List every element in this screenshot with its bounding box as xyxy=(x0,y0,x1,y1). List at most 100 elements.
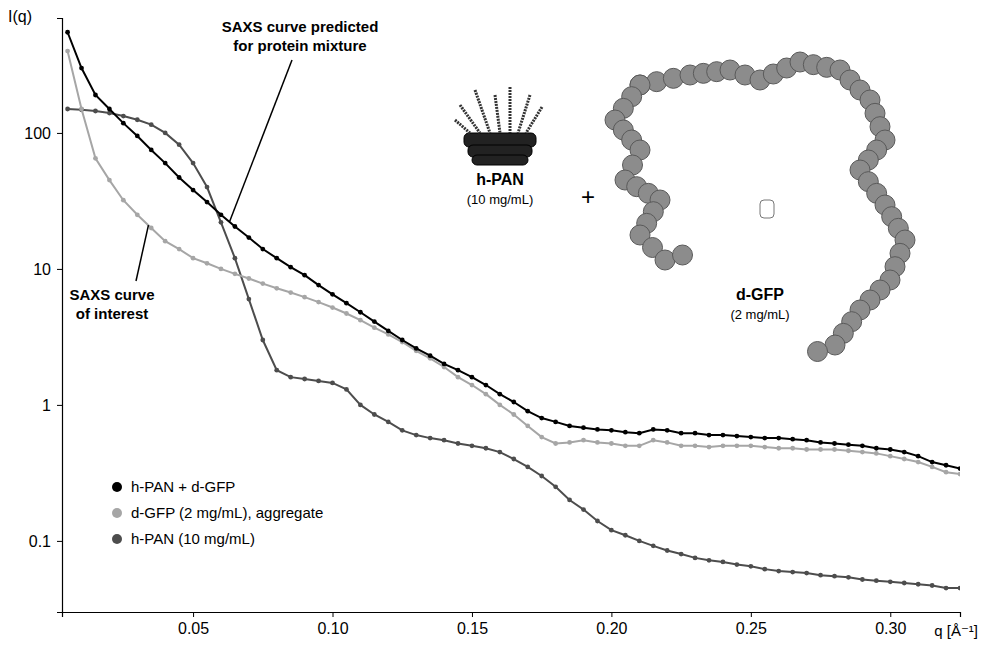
data-point xyxy=(372,325,377,330)
x-tick-label: 0.30 xyxy=(875,620,906,637)
data-point xyxy=(846,442,851,447)
data-point xyxy=(79,107,84,112)
data-point xyxy=(233,271,238,276)
data-point xyxy=(776,446,781,451)
h-pan-helix xyxy=(460,105,480,133)
data-point xyxy=(888,447,893,452)
d-gfp-bead xyxy=(655,250,675,270)
data-point xyxy=(916,460,921,465)
data-point xyxy=(748,443,753,448)
data-point xyxy=(330,292,335,297)
inset: h-PAN(10 mg/mL)d-GFP(2 mg/mL)+ xyxy=(455,52,915,362)
data-point xyxy=(511,400,516,405)
data-point xyxy=(916,582,921,587)
data-point xyxy=(623,443,628,448)
data-point xyxy=(818,440,823,445)
data-point xyxy=(721,560,726,565)
series xyxy=(65,107,960,591)
legend-swatch xyxy=(112,508,122,518)
data-point xyxy=(567,498,572,503)
legend-item: h-PAN (10 mg/mL) xyxy=(112,530,255,547)
data-point xyxy=(233,256,238,261)
data-point xyxy=(846,448,851,453)
data-point xyxy=(693,555,698,560)
data-point xyxy=(442,362,447,367)
data-point xyxy=(637,443,642,448)
data-point xyxy=(246,276,251,281)
data-point xyxy=(790,446,795,451)
data-point xyxy=(860,443,865,448)
data-point xyxy=(734,443,739,448)
data-point xyxy=(191,188,196,193)
x-tick-mark xyxy=(611,612,612,617)
x-tick: 0.10 xyxy=(317,612,348,637)
data-point xyxy=(149,122,154,127)
legend-item: d-GFP (2 mg/mL), aggregate xyxy=(112,504,323,521)
data-point xyxy=(121,121,126,126)
data-point xyxy=(316,379,321,384)
d-gfp-bead xyxy=(825,335,845,355)
data-point xyxy=(651,427,656,432)
y-axis-line xyxy=(57,19,63,613)
h-pan-ring xyxy=(472,155,528,165)
data-point xyxy=(456,375,461,380)
x-axis: 0.050.100.150.200.250.30 xyxy=(63,612,961,637)
data-point xyxy=(860,450,865,455)
annotation-leader xyxy=(229,60,292,222)
data-point xyxy=(288,375,293,380)
data-point xyxy=(79,66,84,71)
data-point xyxy=(372,319,377,324)
x-tick: 0.15 xyxy=(457,612,488,637)
data-point xyxy=(177,142,182,147)
series xyxy=(65,30,960,471)
data-point xyxy=(358,318,363,323)
x-tick-label: 0.25 xyxy=(736,620,767,637)
data-point xyxy=(553,441,558,446)
data-point xyxy=(888,579,893,584)
data-point xyxy=(121,114,126,119)
data-point xyxy=(497,392,502,397)
data-point xyxy=(623,533,628,538)
data-point xyxy=(163,161,168,166)
legend-item: h-PAN + d-GFP xyxy=(112,478,235,495)
data-point xyxy=(497,403,502,408)
x-tick: 0.25 xyxy=(736,612,767,637)
d-gfp-bead xyxy=(673,245,693,265)
data-point xyxy=(400,338,405,343)
data-point xyxy=(958,466,960,471)
data-point xyxy=(135,117,140,122)
data-point xyxy=(874,578,879,583)
legend: h-PAN + d-GFP d-GFP (2 mg/mL), aggregate h… xyxy=(112,478,323,547)
data-point xyxy=(177,247,182,252)
data-point xyxy=(470,375,475,380)
data-point xyxy=(414,346,419,351)
y-tick: 100 xyxy=(24,125,62,142)
data-point xyxy=(428,353,433,358)
gfp-glyph xyxy=(760,200,774,218)
inset-note: (2 mg/mL) xyxy=(730,307,789,322)
data-point xyxy=(762,567,767,572)
legend-label: d-GFP (2 mg/mL), aggregate xyxy=(131,504,323,521)
data-point xyxy=(902,450,907,455)
data-point xyxy=(734,562,739,567)
data-point xyxy=(316,300,321,305)
y-tick-label: 1 xyxy=(42,397,51,414)
data-point xyxy=(344,387,349,392)
h-pan-helix xyxy=(509,87,512,133)
data-point xyxy=(302,295,307,300)
data-point xyxy=(65,49,70,54)
annotation-text: SAXS curve xyxy=(69,286,154,303)
data-point xyxy=(386,419,391,424)
data-point xyxy=(832,447,837,452)
data-point xyxy=(707,558,712,563)
data-point xyxy=(414,433,419,438)
data-point xyxy=(302,273,307,278)
y-tick: 10 xyxy=(33,261,62,278)
data-point xyxy=(191,256,196,261)
data-point xyxy=(525,465,530,470)
data-point xyxy=(149,148,154,153)
data-point xyxy=(205,200,210,205)
data-point xyxy=(386,329,391,334)
data-point xyxy=(832,441,837,446)
data-point xyxy=(400,428,405,433)
